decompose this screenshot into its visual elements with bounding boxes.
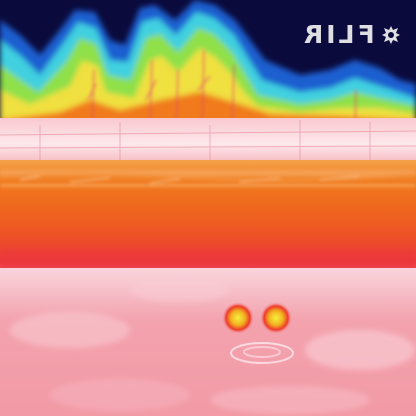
left-eye — [222, 302, 254, 334]
watermark-text: FLIR — [301, 20, 375, 49]
wall-texture — [0, 120, 416, 165]
animal-muzzle — [230, 342, 294, 364]
road-detail — [0, 170, 416, 187]
right-eye — [260, 302, 292, 334]
ground-blotches — [10, 278, 415, 414]
flir-watermark: FLIR — [301, 20, 402, 49]
flir-flame-icon — [382, 25, 400, 44]
animal-eyes — [222, 302, 292, 334]
